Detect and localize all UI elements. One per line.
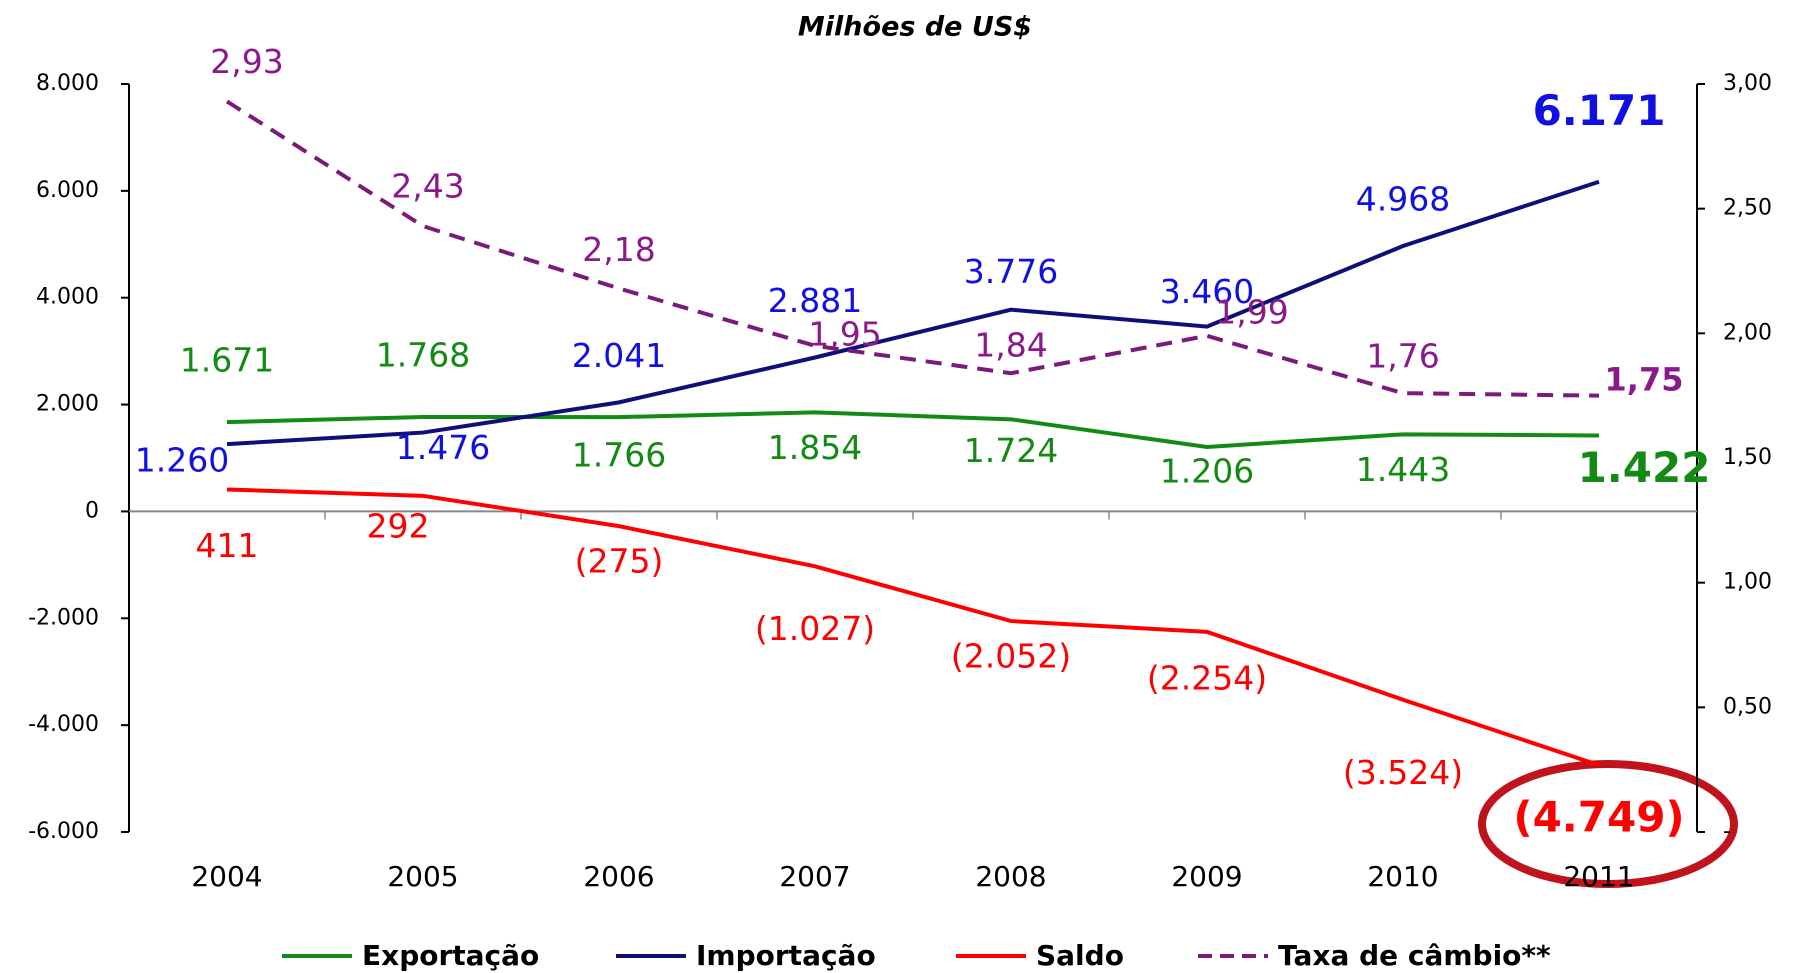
y2-tick-label: 3,00 (1723, 71, 1772, 96)
data-label: 2,18 (582, 230, 655, 269)
data-label: (1.027) (755, 609, 875, 648)
legend-label: Taxa de câmbio** (1278, 939, 1551, 972)
y-tick-label: 8.000 (36, 71, 99, 96)
y2-tick-label: 0,50 (1723, 694, 1772, 719)
data-label: 2.881 (768, 281, 862, 320)
series-line (225, 99, 1600, 398)
data-label: 1.206 (1160, 451, 1254, 490)
data-label: 1,99 (1215, 292, 1288, 331)
data-label: 3.460 (1160, 272, 1254, 311)
y-tick-label: -2.000 (28, 605, 99, 630)
y2-tick-label: 1,00 (1723, 570, 1772, 595)
data-label: 6.171 (1533, 86, 1666, 135)
data-label: 2,93 (210, 42, 283, 81)
x-tick-label: 2005 (387, 860, 458, 893)
legend-label: Importação (696, 939, 876, 972)
data-label: 1,75 (1605, 361, 1684, 399)
chart-title: Milhões de US$ (798, 12, 1032, 43)
data-label: 1.260 (135, 441, 229, 480)
x-tick-label: 2006 (583, 860, 654, 893)
x-tick-label: 2011 (1563, 860, 1634, 893)
y2-tick-label: 2,00 (1723, 320, 1772, 345)
data-label: 1.422 (1578, 443, 1711, 492)
data-label: 4.968 (1356, 179, 1450, 218)
x-tick-label: 2010 (1367, 860, 1438, 893)
data-label: 1,76 (1366, 337, 1439, 376)
data-label: (3.524) (1343, 753, 1463, 792)
data-label: 292 (367, 506, 430, 545)
y2-tick-label: 2,50 (1723, 196, 1772, 221)
data-label: 1.768 (376, 335, 470, 374)
highlight-circle (1478, 760, 1738, 888)
y-tick-label: -6.000 (28, 819, 99, 844)
data-label: 1,84 (974, 326, 1047, 365)
y2-tick-label: - (1723, 819, 1731, 844)
data-label: 1.443 (1356, 450, 1450, 489)
y-tick-label: -4.000 (28, 712, 99, 737)
data-label: (4.749) (1513, 793, 1684, 842)
data-label: 1.724 (964, 431, 1058, 470)
data-label: 411 (196, 526, 259, 565)
legend-label: Exportação (362, 939, 539, 972)
x-tick-label: 2008 (975, 860, 1046, 893)
data-label: 2,43 (391, 167, 464, 206)
y-tick-label: 4.000 (36, 285, 99, 310)
data-label: 1.476 (396, 428, 490, 467)
data-label: 3.776 (964, 252, 1058, 291)
series-line (226, 487, 1600, 768)
series-line (226, 179, 1600, 447)
legend-label: Saldo (1036, 939, 1124, 972)
data-label: 1.854 (768, 428, 862, 467)
y2-tick-label: 1,50 (1723, 445, 1772, 470)
data-label: 1.671 (180, 341, 274, 380)
data-label: (275) (575, 542, 664, 581)
data-label: (2.052) (951, 637, 1071, 676)
y-tick-label: 6.000 (36, 178, 99, 203)
x-tick-label: 2007 (779, 860, 850, 893)
data-label: 1.766 (572, 436, 666, 475)
data-label: 2.041 (572, 336, 666, 375)
x-tick-label: 2009 (1171, 860, 1242, 893)
data-label: 1,95 (808, 314, 881, 353)
series-line (226, 410, 1600, 450)
y-tick-label: 0 (85, 498, 99, 523)
data-label: (2.254) (1147, 658, 1267, 697)
y-tick-label: 2.000 (36, 392, 99, 417)
x-tick-label: 2004 (191, 860, 262, 893)
